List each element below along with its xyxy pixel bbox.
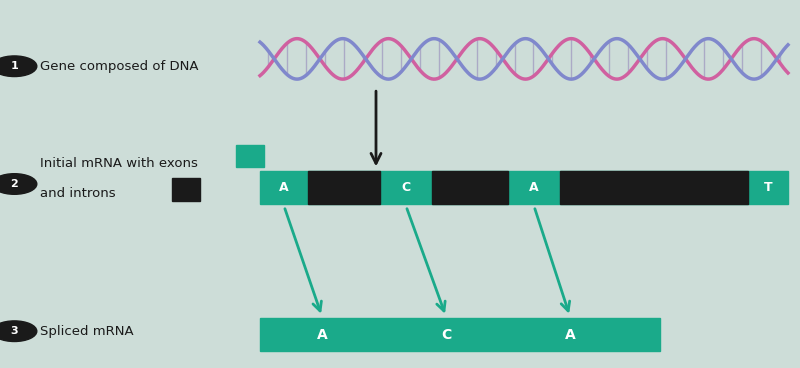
- Text: A: A: [317, 328, 327, 342]
- Text: Spliced mRNA: Spliced mRNA: [40, 325, 134, 338]
- Text: T: T: [764, 181, 772, 194]
- Bar: [236, 145, 264, 167]
- Text: A: A: [529, 181, 539, 194]
- Bar: [432, 171, 508, 204]
- Bar: [260, 171, 788, 204]
- Text: C: C: [402, 181, 410, 194]
- Text: C: C: [441, 328, 451, 342]
- Circle shape: [0, 174, 37, 194]
- Text: Initial mRNA with exons: Initial mRNA with exons: [40, 157, 198, 170]
- Text: 3: 3: [10, 326, 18, 336]
- Text: A: A: [565, 328, 575, 342]
- Circle shape: [0, 56, 37, 77]
- Bar: [308, 171, 380, 204]
- Text: 1: 1: [10, 61, 18, 71]
- Text: Gene composed of DNA: Gene composed of DNA: [40, 60, 198, 73]
- Text: 2: 2: [10, 179, 18, 189]
- Bar: [560, 171, 748, 204]
- Circle shape: [0, 321, 37, 342]
- Bar: [260, 318, 660, 351]
- Text: A: A: [279, 181, 289, 194]
- Bar: [172, 178, 200, 201]
- Text: and introns: and introns: [40, 187, 116, 200]
